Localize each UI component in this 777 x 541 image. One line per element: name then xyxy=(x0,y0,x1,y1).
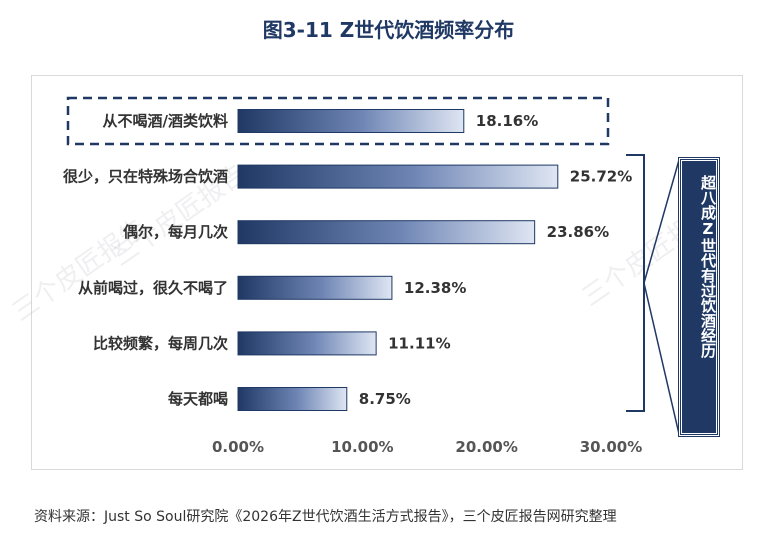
category-label: 比较频繁，每周几次 xyxy=(93,334,228,352)
callout-line-top xyxy=(643,159,680,284)
value-label: 23.86% xyxy=(547,223,609,241)
x-tick-label: 30.00% xyxy=(580,438,642,456)
x-tick-label: 20.00% xyxy=(455,438,517,456)
value-label: 25.72% xyxy=(570,168,632,186)
side-callout-text: 超八成Z世代有过饮酒经历 xyxy=(699,175,717,358)
source-note: 资料来源：Just So Soul研究院《2026年Z世代饮酒生活方式报告》，三… xyxy=(34,509,617,525)
value-label: 18.16% xyxy=(476,112,538,130)
bar xyxy=(237,331,377,356)
value-label: 11.11% xyxy=(388,334,450,352)
category-label: 很少，只在特殊场合饮酒 xyxy=(62,168,228,186)
callout-line-bottom xyxy=(643,282,680,435)
category-label: 每天都喝 xyxy=(168,390,228,408)
highlight-dashed-box xyxy=(66,96,610,146)
category-label: 从不喝酒/酒类饮料 xyxy=(103,112,228,130)
chart-title: 图3-11 Z世代饮酒频率分布 xyxy=(262,18,515,42)
bar xyxy=(237,220,536,245)
bar xyxy=(237,387,348,411)
category-label: 偶尔，每月几次 xyxy=(123,223,228,241)
category-label: 从前喝过，很久不喝了 xyxy=(78,279,228,297)
x-tick-label: 0.00% xyxy=(212,438,264,456)
bar xyxy=(237,164,559,189)
value-label: 12.38% xyxy=(404,279,466,297)
value-label: 8.75% xyxy=(359,390,411,408)
bar xyxy=(237,109,465,133)
bar xyxy=(237,275,393,300)
group-bracket xyxy=(626,154,645,412)
side-callout-box: 超八成Z世代有过饮酒经历 xyxy=(678,157,720,437)
chart-frame xyxy=(31,75,743,470)
x-tick-label: 10.00% xyxy=(331,438,393,456)
